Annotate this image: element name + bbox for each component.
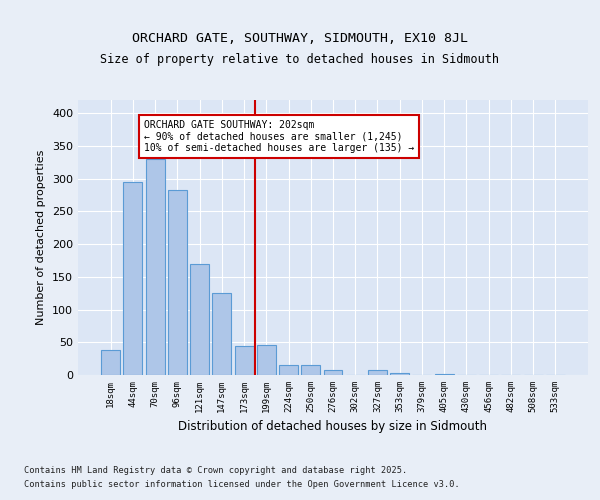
Bar (323, 370, 343, 375)
Text: ORCHARD GATE, SOUTHWAY, SIDMOUTH, EX10 8JL: ORCHARD GATE, SOUTHWAY, SIDMOUTH, EX10 8… (132, 32, 468, 46)
X-axis label: Distribution of detached houses by size in Sidmouth: Distribution of detached houses by size … (179, 420, 487, 434)
Bar (124, 182, 142, 375)
Bar (368, 370, 387, 375)
Bar (235, 346, 254, 375)
Y-axis label: Number of detached properties: Number of detached properties (37, 150, 46, 325)
Bar (146, 159, 164, 375)
Text: Contains public sector information licensed under the Open Government Licence v3: Contains public sector information licen… (24, 480, 460, 489)
Bar (257, 345, 276, 375)
Bar (168, 190, 187, 375)
Bar (190, 264, 209, 375)
Bar (301, 365, 320, 375)
Bar (279, 365, 298, 375)
Bar (101, 350, 120, 375)
Bar (435, 374, 454, 375)
Bar (212, 293, 231, 375)
Text: ORCHARD GATE SOUTHWAY: 202sqm
← 90% of detached houses are smaller (1,245)
10% o: ORCHARD GATE SOUTHWAY: 202sqm ← 90% of d… (144, 120, 414, 153)
Bar (390, 373, 409, 375)
Text: Size of property relative to detached houses in Sidmouth: Size of property relative to detached ho… (101, 52, 499, 66)
Text: Contains HM Land Registry data © Crown copyright and database right 2025.: Contains HM Land Registry data © Crown c… (24, 466, 407, 475)
